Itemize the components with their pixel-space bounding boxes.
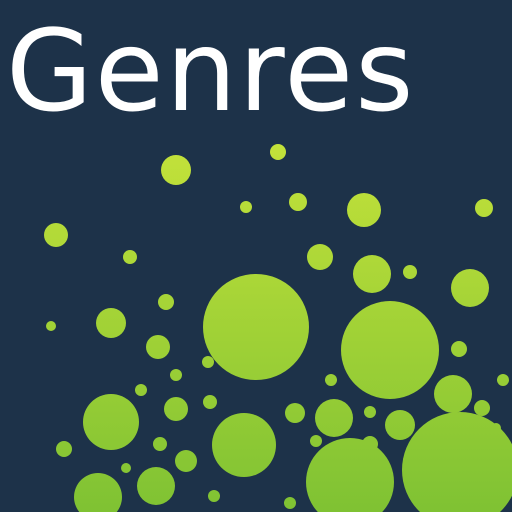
bubble-dot (270, 144, 286, 160)
bubble-dot (161, 155, 191, 185)
bubble-dot (203, 274, 309, 380)
bubble-dot (83, 394, 139, 450)
bubble-dot (146, 335, 170, 359)
bubble-dot (46, 321, 56, 331)
bubble-dot (153, 437, 167, 451)
bubble-dot (306, 438, 394, 512)
bubble-dot (175, 450, 197, 472)
bubble-dot (451, 341, 467, 357)
bubble-dot (208, 490, 220, 502)
bubble-dot (212, 413, 276, 477)
bubble-dot (403, 265, 417, 279)
bubble-dot (74, 473, 122, 512)
bubble-dot (137, 467, 175, 505)
bubble-dot (170, 369, 182, 381)
bubble-dot (284, 497, 296, 509)
bubble-dot (285, 403, 305, 423)
bubble-dot (289, 193, 307, 211)
bubble-dot (121, 463, 131, 473)
bubble-dot (123, 250, 137, 264)
bubble-dot (364, 406, 376, 418)
bubble-dot (451, 269, 489, 307)
genres-title: Genres (6, 7, 416, 137)
bubble-dot (135, 384, 147, 396)
bubble-dot (240, 201, 252, 213)
bubble-dot (353, 255, 391, 293)
bubble-dot (497, 374, 509, 386)
bubble-dot (56, 441, 72, 457)
bubble-dot (341, 301, 439, 399)
bubble-dot (307, 244, 333, 270)
bubble-dot (475, 199, 493, 217)
bubble-dot (310, 435, 322, 447)
bubble-dot (434, 375, 472, 413)
bubble-dot (44, 223, 68, 247)
bubble-dot (158, 294, 174, 310)
bubble-dot (202, 356, 214, 368)
bubble-dot (347, 193, 381, 227)
bubble-dot (474, 400, 490, 416)
bubble-dot (96, 308, 126, 338)
bubble-dot (203, 395, 217, 409)
bubble-dot (325, 374, 337, 386)
bubble-dot (315, 399, 353, 437)
bubble-dot (164, 397, 188, 421)
bubble-dot (402, 412, 512, 512)
bubble-dot (385, 410, 415, 440)
